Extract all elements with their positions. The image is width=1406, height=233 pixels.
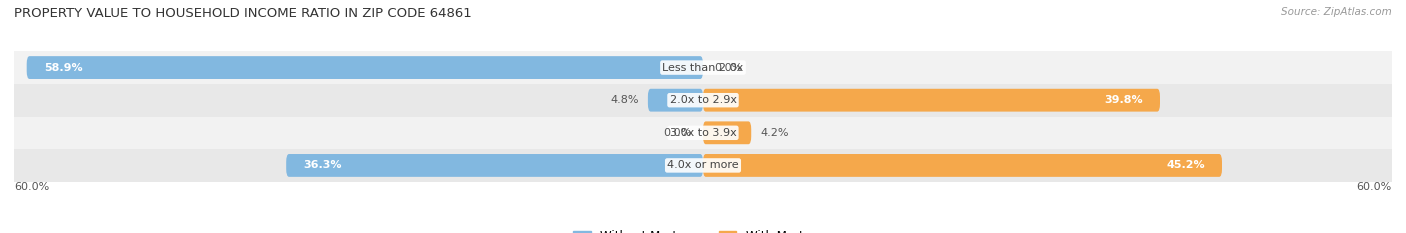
Text: 60.0%: 60.0%	[1357, 182, 1392, 192]
Text: 39.8%: 39.8%	[1104, 95, 1143, 105]
FancyBboxPatch shape	[27, 56, 703, 79]
Text: 4.2%: 4.2%	[761, 128, 789, 138]
Text: 2.0x to 2.9x: 2.0x to 2.9x	[669, 95, 737, 105]
Legend: Without Mortgage, With Mortgage: Without Mortgage, With Mortgage	[568, 225, 838, 233]
Text: Source: ZipAtlas.com: Source: ZipAtlas.com	[1281, 7, 1392, 17]
Bar	[14, 51, 1392, 84]
Text: 36.3%: 36.3%	[304, 161, 342, 170]
Text: Less than 2.0x: Less than 2.0x	[662, 63, 744, 72]
Bar	[14, 84, 1392, 116]
Text: 0.0%: 0.0%	[714, 63, 742, 72]
FancyBboxPatch shape	[703, 121, 751, 144]
Text: 60.0%: 60.0%	[14, 182, 49, 192]
Text: 4.8%: 4.8%	[610, 95, 638, 105]
Text: 45.2%: 45.2%	[1166, 161, 1205, 170]
FancyBboxPatch shape	[703, 154, 1222, 177]
FancyBboxPatch shape	[703, 89, 1160, 112]
FancyBboxPatch shape	[648, 89, 703, 112]
Text: PROPERTY VALUE TO HOUSEHOLD INCOME RATIO IN ZIP CODE 64861: PROPERTY VALUE TO HOUSEHOLD INCOME RATIO…	[14, 7, 472, 20]
Text: 4.0x or more: 4.0x or more	[668, 161, 738, 170]
Text: 3.0x to 3.9x: 3.0x to 3.9x	[669, 128, 737, 138]
Text: 0.0%: 0.0%	[664, 128, 692, 138]
Text: 58.9%: 58.9%	[44, 63, 83, 72]
Bar	[14, 149, 1392, 182]
Bar	[14, 116, 1392, 149]
FancyBboxPatch shape	[287, 154, 703, 177]
